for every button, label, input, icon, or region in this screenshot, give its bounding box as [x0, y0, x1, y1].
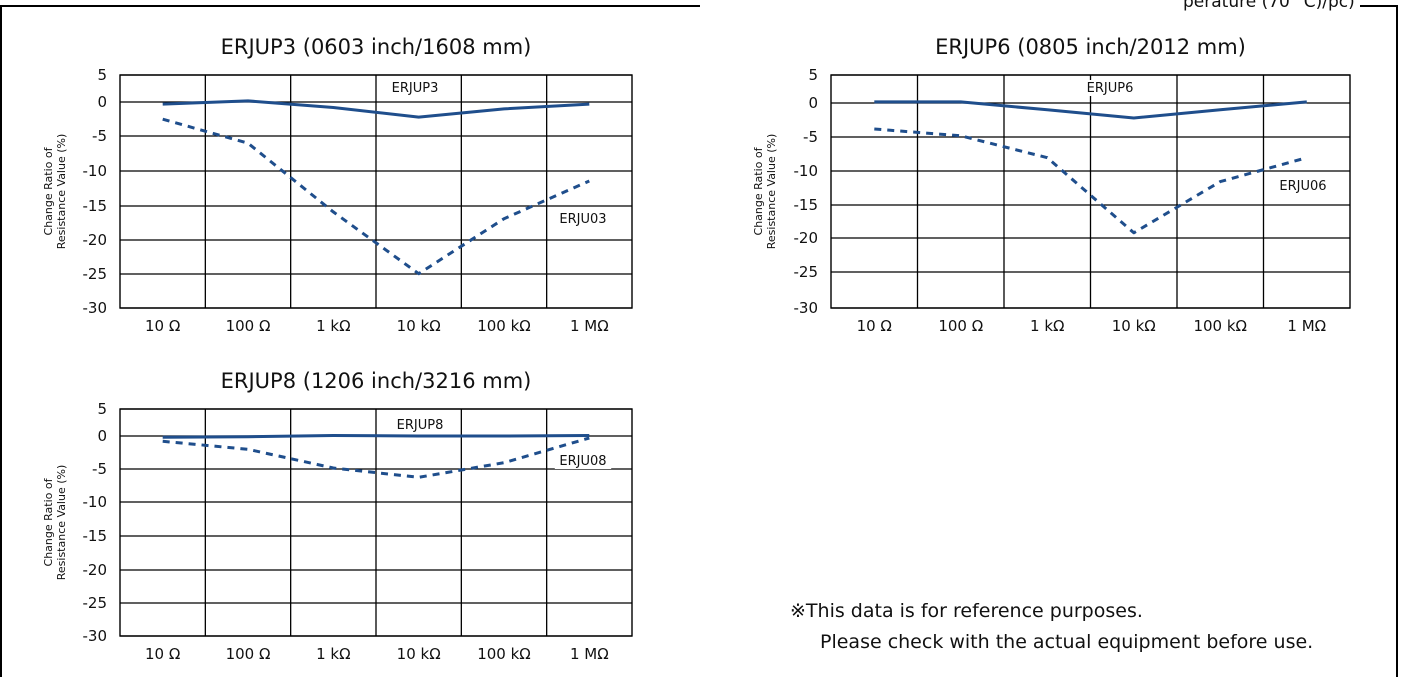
- series-label-bg: [1274, 178, 1332, 194]
- x-tick-label: 100 kΩ: [1193, 317, 1247, 335]
- y-tick-label: -10: [83, 162, 108, 180]
- series-line-erju08: [162, 436, 590, 479]
- note-line-1: ※This data is for reference purposes.: [790, 600, 1143, 622]
- series-label-bg: [1081, 80, 1139, 96]
- y-tick-label: 5: [808, 66, 818, 84]
- y-tick-label: -20: [83, 561, 108, 579]
- y-axis-label: Change Ratio ofResistance Value (%): [752, 134, 778, 250]
- top-caption: perature (70 °C)/pc): [1183, 0, 1355, 12]
- y-tick-label: 0: [808, 94, 818, 112]
- x-tick-label: 1 MΩ: [1287, 317, 1326, 335]
- series-label-erjup3: ERJUP3: [392, 81, 439, 96]
- plot-border: [830, 74, 1351, 309]
- chart-3: ERJUP8 (1206 inch/3216 mm) 5 0 -5 -10 -15 -20 -…: [42, 369, 633, 663]
- y-tick-label: -10: [83, 493, 108, 511]
- series-line-erjup6: [874, 100, 1307, 120]
- x-tick-label: 1 kΩ: [316, 317, 350, 335]
- x-tick-label: 10 kΩ: [397, 645, 441, 663]
- caption-mask: [700, 0, 1360, 10]
- y-tick-label: -25: [83, 594, 108, 612]
- y-tick-label: -10: [794, 162, 819, 180]
- chart-title: ERJUP8 (1206 inch/3216 mm): [221, 369, 532, 393]
- note-line-2: Please check with the actual equipment b…: [820, 631, 1314, 653]
- x-tick-label: 100 Ω: [938, 317, 983, 335]
- reference-note: ※This data is for reference purposes. Pl…: [790, 596, 1313, 658]
- y-tick-label: -25: [794, 263, 819, 281]
- y-tick-label: -30: [83, 299, 108, 317]
- x-tick-label: 100 kΩ: [477, 317, 531, 335]
- y-tick-label: -20: [794, 229, 819, 247]
- series-label-erju03: ERJU03: [559, 212, 606, 227]
- x-tick-label: 1 MΩ: [570, 645, 609, 663]
- y-tick-label: -15: [83, 527, 108, 545]
- x-tick-label: 10 Ω: [857, 317, 892, 335]
- series-line-erju06: [874, 127, 1308, 235]
- outer-border: [0, 5, 1398, 677]
- series-line-erjup8: [162, 434, 590, 439]
- x-tick-label: 1 kΩ: [1030, 317, 1064, 335]
- series-label-bg: [554, 453, 612, 469]
- series-label-erjup8: ERJUP8: [397, 418, 444, 433]
- series-label-erju08: ERJU08: [559, 454, 606, 469]
- series-label-bg: [386, 80, 444, 96]
- series-label-erjup6: ERJUP6: [1087, 81, 1134, 96]
- series-label-bg: [554, 211, 612, 227]
- series-label-erju06: ERJU06: [1279, 179, 1326, 194]
- y-axis-label: Change Ratio ofResistance Value (%): [42, 134, 68, 250]
- x-tick-label: 10 Ω: [145, 317, 180, 335]
- series-line-erjup3: [162, 99, 590, 119]
- series-label-bg: [391, 417, 449, 433]
- y-tick-label: 5: [97, 400, 107, 418]
- x-tick-label: 10 Ω: [145, 645, 180, 663]
- x-tick-label: 100 Ω: [226, 317, 271, 335]
- y-tick-label: 5: [97, 66, 107, 84]
- chart-title: ERJUP6 (0805 inch/2012 mm): [935, 35, 1246, 59]
- y-tick-label: -20: [83, 231, 108, 249]
- chart-1: ERJUP3 (0603 inch/1608 mm) 5 0 -5 -10 -15 -20 -…: [42, 35, 633, 335]
- x-tick-label: 10 kΩ: [397, 317, 441, 335]
- y-tick-label: -30: [83, 627, 108, 645]
- y-tick-label: -15: [83, 197, 108, 215]
- charts-layer: ERJUP3 (0603 inch/1608 mm) 5 0 -5 -10 -15 -20 -…: [42, 35, 1351, 663]
- x-tick-label: 1 kΩ: [316, 645, 350, 663]
- x-tick-label: 100 Ω: [226, 645, 271, 663]
- y-tick-label: -15: [794, 196, 819, 214]
- y-tick-label: -5: [92, 460, 107, 478]
- x-tick-label: 10 kΩ: [1112, 317, 1156, 335]
- plot-border: [119, 74, 633, 309]
- y-tick-label: -25: [83, 265, 108, 283]
- x-tick-label: 1 MΩ: [570, 317, 609, 335]
- y-tick-label: 0: [97, 427, 107, 445]
- y-tick-label: -5: [92, 127, 107, 145]
- chart-2: ERJUP6 (0805 inch/2012 mm) 5 0 -5 -10 -15 -20 -…: [752, 35, 1351, 335]
- y-tick-label: -5: [803, 128, 818, 146]
- chart-title: ERJUP3 (0603 inch/1608 mm): [221, 35, 532, 59]
- plot-border: [119, 408, 633, 637]
- x-tick-label: 100 kΩ: [477, 645, 531, 663]
- y-axis-label: Change Ratio ofResistance Value (%): [42, 465, 68, 581]
- series-line-erju03: [162, 117, 590, 276]
- y-tick-label: 0: [97, 93, 107, 111]
- y-tick-label: -30: [794, 299, 819, 317]
